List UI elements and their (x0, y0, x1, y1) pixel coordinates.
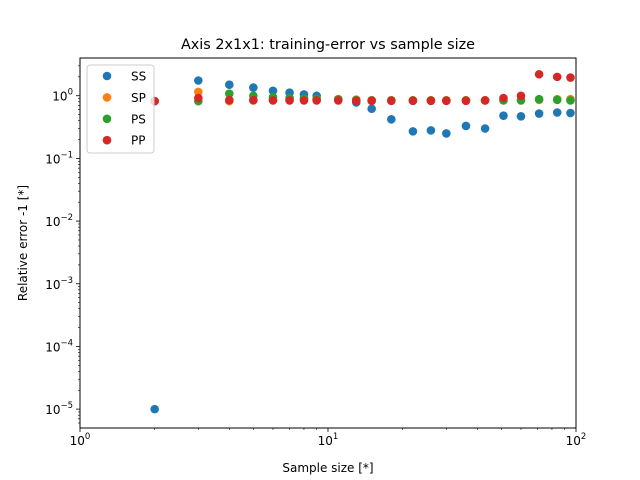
point-pp (461, 96, 471, 106)
point-ss (534, 109, 544, 118)
plot-frame (79, 57, 577, 429)
point-ss (367, 104, 376, 114)
point-ss (387, 115, 396, 124)
series-pp (150, 69, 575, 106)
y-tick-label: 10−3 (45, 276, 73, 292)
x-tick-label: 102 (566, 432, 587, 448)
legend-label-sp: SP (131, 91, 146, 105)
y-tick-label-exponent: −3 (60, 276, 73, 286)
point-ss (408, 127, 418, 136)
legend: SS SP PS PP (86, 64, 155, 154)
y-tick-label: 100 (52, 88, 73, 104)
point-sp (194, 87, 203, 97)
y-tick-label-base: 10 (45, 403, 60, 417)
chart-title: Axis 2x1x1: training-error vs sample siz… (181, 37, 475, 53)
points-layer (150, 69, 575, 414)
x-axis-label: Sample size [*] (282, 461, 373, 475)
x-tick-label-base: 10 (70, 434, 85, 448)
point-pp (225, 95, 234, 105)
y-tick-label-exponent: −4 (60, 338, 73, 348)
point-pp (285, 96, 294, 105)
y-tick-label-base: 10 (45, 215, 60, 229)
legend-label-ss: SS (131, 70, 146, 84)
y-tick-label: 10−5 (45, 401, 73, 417)
legend-marker-pp (102, 135, 112, 145)
y-tick-label-exponent: −1 (60, 150, 73, 160)
point-ss (249, 83, 258, 92)
point-ss (552, 108, 562, 117)
legend-marker-ss (102, 71, 112, 81)
point-ss (268, 86, 278, 96)
y-tick-label-exponent: −2 (60, 213, 73, 223)
point-ss (150, 404, 159, 414)
point-pp (426, 96, 436, 106)
point-ps (225, 89, 234, 98)
point-pp (516, 91, 526, 101)
y-tick-label-exponent: 0 (68, 88, 73, 98)
point-pp (534, 69, 544, 79)
y-tick-label-exponent: −5 (60, 401, 73, 411)
y-tick-label: 10−1 (45, 150, 73, 166)
legend-marker-ps (102, 114, 112, 124)
point-pp (387, 96, 396, 106)
point-pp (249, 95, 258, 105)
point-ss (225, 80, 234, 89)
x-tick-label: 100 (70, 432, 91, 448)
x-tick-label-exponent: 1 (333, 432, 338, 442)
point-ps (552, 95, 562, 105)
x-tick-label-base: 10 (318, 434, 333, 448)
point-pp (351, 96, 361, 106)
point-ss (516, 111, 526, 121)
y-tick-label-base: 10 (52, 90, 67, 104)
point-pp (299, 96, 309, 105)
plot-background (80, 58, 576, 428)
point-pp (552, 72, 562, 82)
y-tick-label: 10−4 (45, 338, 73, 354)
x-tick-label-exponent: 2 (581, 432, 586, 442)
point-pp (566, 73, 575, 82)
x-tick-label-base: 10 (566, 434, 581, 448)
point-pp (480, 96, 490, 105)
point-pp (268, 96, 278, 105)
x-tick-label: 101 (318, 432, 339, 448)
point-ss (480, 124, 490, 133)
point-ss (499, 111, 508, 121)
point-pp (442, 96, 451, 106)
point-ss (442, 129, 451, 138)
legend-label-pp: PP (131, 134, 145, 148)
y-tick-label-base: 10 (45, 152, 60, 166)
y-tick-label-base: 10 (45, 340, 60, 354)
x-tick-label-exponent: 0 (85, 432, 90, 442)
point-pp (194, 93, 203, 103)
point-ps (566, 96, 575, 105)
point-ss (461, 121, 471, 131)
point-pp (408, 96, 418, 106)
legend-marker-sp (102, 93, 112, 102)
y-tick-label: 10−2 (45, 213, 73, 229)
y-axis-label: Relative error -1 [*] (16, 185, 30, 301)
point-ss (426, 126, 436, 135)
y-tick-label-base: 10 (45, 278, 60, 292)
legend-frame (86, 64, 155, 154)
point-pp (312, 96, 321, 105)
point-ss (566, 108, 575, 118)
point-pp (499, 93, 508, 103)
point-pp (333, 96, 343, 105)
point-ss (194, 76, 203, 85)
point-ps (534, 94, 544, 104)
legend-label-ps: PS (131, 112, 146, 126)
point-pp (367, 96, 376, 106)
